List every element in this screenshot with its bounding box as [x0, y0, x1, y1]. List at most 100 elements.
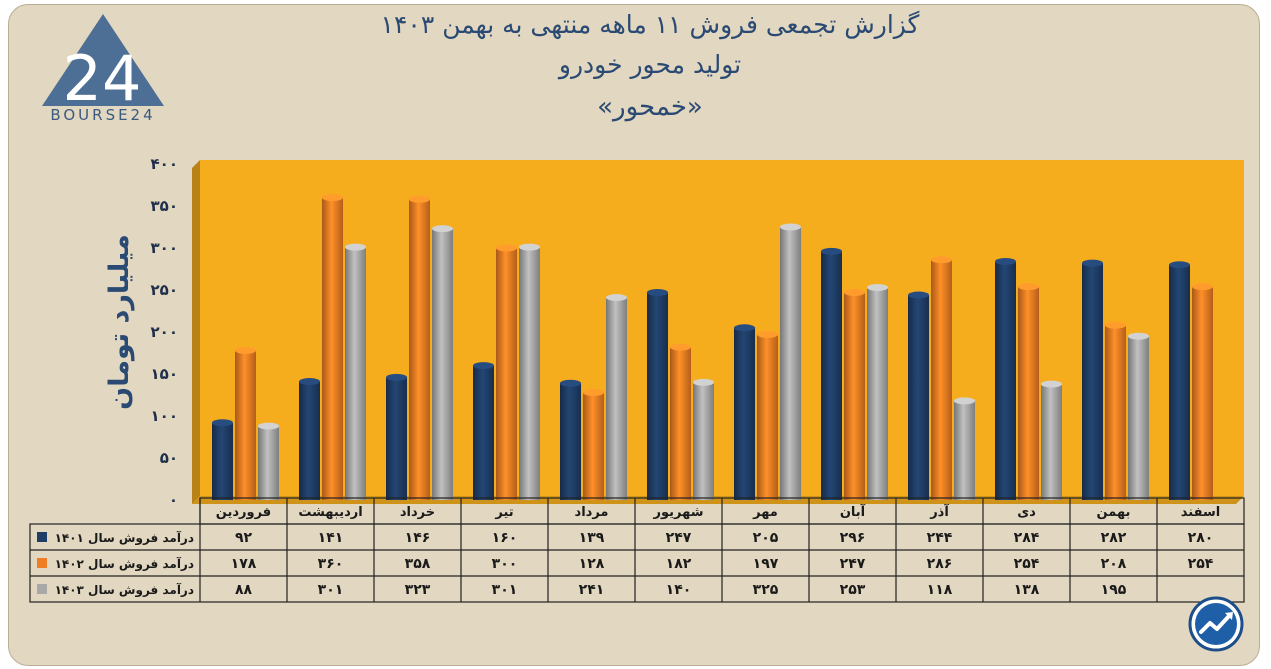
- bar: [432, 225, 453, 500]
- data-label: ۲۸۰: [1188, 530, 1214, 546]
- bar: [780, 223, 801, 500]
- data-label: ۳۶۰: [318, 556, 344, 572]
- data-label: ۲۴۴: [927, 530, 953, 546]
- legend-entry: درآمد فروش سال ۱۴۰۱: [55, 530, 194, 546]
- y-tick-label: ۲۵۰: [151, 281, 178, 299]
- data-label: ۱۴۱: [318, 530, 344, 546]
- data-label: ۳۲۵: [753, 582, 779, 598]
- bars: [212, 194, 1213, 500]
- bar: [844, 289, 865, 500]
- trend-arrow-icon: [1188, 596, 1244, 652]
- y-axis-label: میلیارد تومان: [104, 234, 135, 410]
- data-label: ۱۹۷: [753, 556, 779, 572]
- chart-subtitle: تولید محور خودرو: [558, 50, 742, 79]
- bar: [1082, 259, 1103, 500]
- y-tick-label: ۰: [169, 491, 178, 509]
- data-label: ۲۵۴: [1188, 556, 1214, 572]
- bar: [1018, 283, 1039, 500]
- legend-swatch: [37, 558, 47, 568]
- bar: [734, 324, 755, 500]
- bar: [322, 194, 343, 500]
- data-label: ۲۰۸: [1101, 556, 1127, 572]
- data-label: ۲۴۷: [840, 556, 866, 572]
- data-label: ۲۵۳: [840, 582, 866, 598]
- bar: [647, 289, 668, 500]
- legend-entry: درآمد فروش سال ۱۴۰۳: [55, 582, 194, 598]
- legend-swatch: [37, 584, 47, 594]
- data-label: ۱۸۲: [666, 556, 692, 572]
- bar: [409, 195, 430, 500]
- bar: [473, 362, 494, 500]
- data-label: ۱۲۸: [579, 556, 605, 572]
- data-label: ۱۶۰: [492, 530, 518, 546]
- data-label: ۲۸۶: [927, 556, 953, 572]
- data-label: ۱۷۸: [231, 556, 257, 572]
- data-label: ۲۵۴: [1014, 556, 1040, 572]
- data-label: ۸۸: [235, 582, 253, 598]
- bar: [995, 257, 1016, 500]
- data-label: ۳۲۳: [405, 582, 431, 598]
- bar: [1169, 261, 1190, 500]
- bar: [1105, 321, 1126, 500]
- legend-entry: درآمد فروش سال ۱۴۰۲: [55, 556, 194, 572]
- data-label: ۲۴۱: [579, 582, 605, 598]
- bar: [908, 291, 929, 500]
- x-tick-label: آبان: [840, 503, 866, 520]
- bar: [757, 331, 778, 500]
- x-tick-label: دی: [1017, 505, 1036, 520]
- bar: [299, 378, 320, 500]
- data-label: ۱۱۸: [927, 582, 953, 598]
- plot-back-wall: [200, 160, 1244, 496]
- data-label: ۱۴۰: [666, 582, 692, 598]
- y-tick-label: ۱۵۰: [151, 365, 178, 383]
- logo-text: BOURSE24: [50, 106, 156, 124]
- x-tick-label: مرداد: [575, 505, 609, 520]
- bar: [1192, 283, 1213, 500]
- x-tick-label: فروردین: [216, 505, 271, 520]
- data-label: ۱۹۵: [1101, 582, 1127, 598]
- y-tick-label: ۳۰۰: [151, 239, 178, 257]
- data-table: فروردین اردیبهشت خرداد تیر مرداد شهریور مهر آبا…: [29, 497, 1245, 603]
- bourse24-logo-icon: 24: [42, 14, 164, 115]
- bar: [212, 419, 233, 500]
- data-label: ۱۳۹: [579, 530, 605, 546]
- bar: [693, 378, 714, 500]
- x-tick-label: اردیبهشت: [298, 505, 362, 520]
- y-tick-label: ۱۰۰: [151, 407, 178, 425]
- legend-swatch: [37, 532, 47, 542]
- data-label: ۳۵۸: [405, 556, 431, 572]
- bar: [867, 283, 888, 500]
- data-label: ۹۲: [235, 530, 253, 546]
- bar: [386, 373, 407, 500]
- logo-mark: 24: [63, 42, 142, 115]
- chart-title: گزارش تجمعی فروش ۱۱ ماهه منتهی به بهمن ۱…: [380, 10, 920, 39]
- y-tick-label: ۳۵۰: [151, 197, 178, 215]
- y-axis: ۰ ۵۰ ۱۰۰ ۱۵۰ ۲۰۰ ۲۵۰ ۳۰۰ ۳۵۰ ۴۰۰: [151, 155, 178, 509]
- y-tick-label: ۴۰۰: [151, 155, 178, 173]
- bar: [954, 397, 975, 500]
- bar: [1128, 332, 1149, 500]
- data-label: ۱۳۸: [1014, 582, 1040, 598]
- bar: [519, 243, 540, 500]
- bar: [1041, 380, 1062, 500]
- data-label: ۳۰۱: [492, 582, 518, 598]
- bar: [606, 294, 627, 500]
- bar: [235, 346, 256, 500]
- data-label: ۳۰۱: [318, 582, 344, 598]
- y-tick-label: ۲۰۰: [151, 323, 178, 341]
- bar: [560, 379, 581, 500]
- bar: [258, 422, 279, 500]
- bar: [670, 343, 691, 500]
- table-body: [29, 523, 1245, 603]
- data-label: ۳۰۰: [492, 556, 518, 572]
- data-label: ۲۸۴: [1014, 530, 1040, 546]
- plot-side-wall: [192, 160, 200, 504]
- x-tick-label: مهر: [752, 505, 778, 520]
- data-label: ۲۹۶: [840, 530, 866, 546]
- x-tick-label: شهریور: [653, 505, 704, 520]
- x-tick-label: اسفند: [1181, 505, 1220, 520]
- data-label: ۲۸۲: [1101, 530, 1127, 546]
- bar: [821, 247, 842, 500]
- bar: [345, 243, 366, 500]
